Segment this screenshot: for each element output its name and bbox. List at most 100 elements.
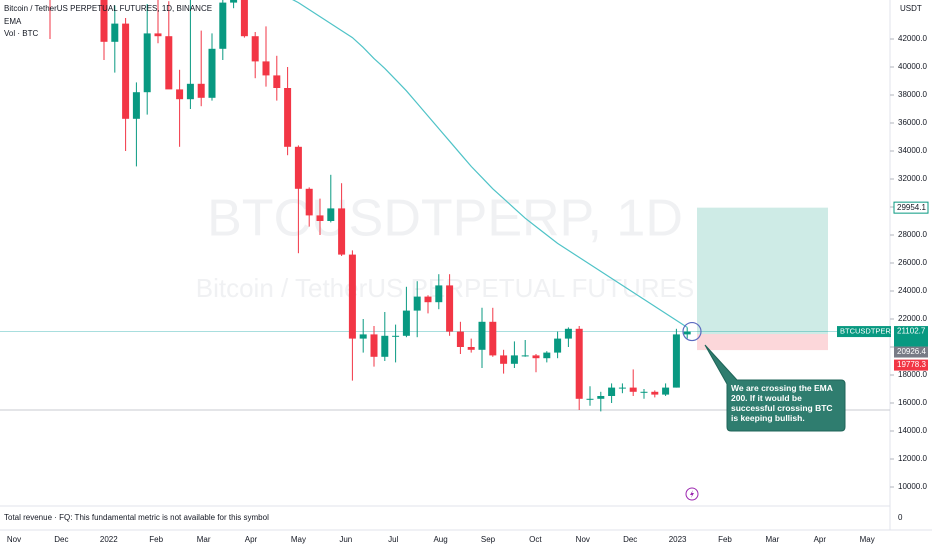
bottom-panel-text: Total revenue · FQ: This fundamental met… (4, 513, 269, 522)
y-tick-label: 28000.0 (898, 230, 927, 239)
y-tick-label: 42000.0 (898, 34, 927, 43)
x-tick-label: Feb (718, 535, 732, 544)
y-tick-label: 18000.0 (898, 370, 927, 379)
y-tick-label: 34000.0 (898, 146, 927, 155)
y-tick-label: 26000.0 (898, 258, 927, 267)
y-tick-label: 40000.0 (898, 62, 927, 71)
lightning-icon[interactable] (685, 487, 699, 501)
candle-body (662, 387, 670, 395)
bottom-panel-scale: 0 (898, 513, 903, 522)
y-tick-label: 32000.0 (898, 174, 927, 183)
candle-body (143, 33, 151, 93)
candle-body (338, 208, 346, 255)
indicator-label: EMA (4, 17, 22, 26)
x-tick-label: Mar (766, 535, 780, 544)
y-tick-label: 14000.0 (898, 426, 927, 435)
candle-body (618, 387, 626, 389)
x-tick-label: Nov (7, 535, 21, 544)
candle-body (446, 285, 454, 332)
candle-body (424, 296, 432, 303)
x-tick-label: Feb (149, 535, 163, 544)
x-tick-label: Sep (481, 535, 496, 544)
candle-body (597, 395, 605, 399)
candle-body (316, 215, 324, 222)
candle-body (208, 48, 216, 98)
candle-body (111, 23, 119, 42)
y-tick-label: 10000.0 (898, 482, 927, 491)
x-tick-label: Nov (576, 535, 590, 544)
candle-body (262, 61, 270, 76)
candle-body (586, 398, 594, 400)
candle-body (348, 254, 356, 339)
candle-body (532, 355, 540, 359)
candle-body (478, 321, 486, 350)
last-price-tag: 21102.7 (897, 327, 926, 336)
candle-body (359, 334, 367, 339)
ema-line (292, 0, 688, 328)
candle-body (402, 310, 410, 336)
candle-body (392, 335, 400, 337)
target-tag-bg (893, 201, 929, 214)
candle-body (683, 331, 691, 335)
x-tick-label: Oct (529, 535, 542, 544)
candle-body (554, 338, 562, 353)
annotation: We are crossing the EMA 200. If it would… (731, 383, 833, 423)
y-tick-label: 16000.0 (898, 398, 927, 407)
candle-body (510, 355, 518, 364)
candle-body (240, 0, 248, 37)
profit-zone (697, 207, 828, 335)
candle-body (543, 352, 551, 359)
candle-body (273, 75, 281, 89)
candle-body (564, 328, 572, 339)
candle-body (197, 83, 205, 98)
candle-body (305, 188, 313, 216)
candle-body (413, 296, 421, 311)
candle-body (456, 331, 464, 347)
stop-tag: 19778.3 (897, 360, 926, 369)
candle-body (284, 88, 292, 147)
highlight-circle (682, 321, 702, 342)
candle-body (186, 83, 194, 100)
candle-body (230, 0, 238, 3)
x-tick-label: 2022 (100, 535, 118, 544)
y-tick-label: 38000.0 (898, 90, 927, 99)
candle-body (629, 387, 637, 392)
x-tick-label: Mar (197, 535, 211, 544)
candle-body (489, 321, 497, 356)
y-tick-label: 12000.0 (898, 454, 927, 463)
x-tick-label: Dec (54, 535, 68, 544)
loss-zone (697, 334, 828, 351)
x-tick-label: 2023 (669, 535, 687, 544)
y-tick-label: 36000.0 (898, 118, 927, 127)
x-tick-label: Apr (245, 535, 258, 544)
candle-body (122, 23, 130, 119)
stop-tag-bg (894, 359, 928, 371)
candle-body (672, 334, 680, 388)
candle-body (176, 89, 184, 100)
candle-body (327, 208, 335, 222)
candle-body (640, 391, 648, 393)
candle-body (154, 33, 162, 37)
x-tick-label: May (860, 535, 875, 544)
entry-tag-bg (894, 346, 928, 358)
candle-body (608, 387, 616, 396)
callout (704, 344, 846, 432)
y-axis-unit: USDT (900, 4, 922, 13)
candle-body (467, 346, 475, 350)
candle-body (370, 334, 378, 357)
x-tick-label: Jul (388, 535, 398, 544)
candle-body (381, 335, 389, 357)
y-tick-label: 22000.0 (898, 314, 927, 323)
countdown-bg (894, 336, 928, 347)
candle-body (165, 36, 173, 90)
candle-body (219, 2, 227, 49)
entry-tag: 20926.4 (897, 347, 926, 356)
candle-body (500, 355, 508, 364)
x-tick-label: Dec (623, 535, 637, 544)
chart-title: Bitcoin / TetherUS PERPETUAL FUTURES, 1D… (4, 4, 212, 13)
watermark-name: Bitcoin / TetherUS PERPETUAL FUTURES (196, 273, 694, 303)
indicator-label: Vol · BTC (4, 29, 38, 38)
candle-body (435, 285, 443, 303)
